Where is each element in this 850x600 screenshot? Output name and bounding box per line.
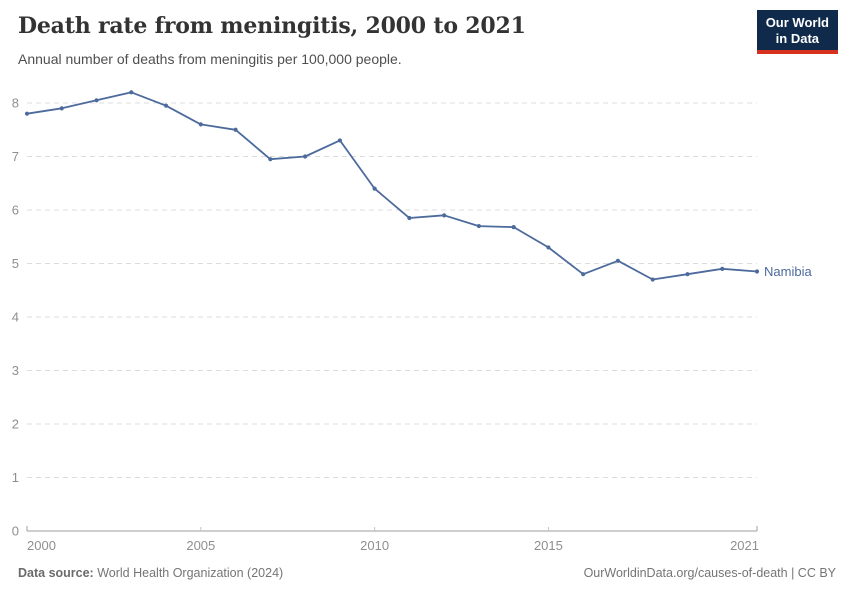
data-point[interactable] [754, 269, 760, 274]
x-tick-label: 2021 [730, 538, 759, 553]
x-tick-label: 2000 [27, 538, 56, 553]
data-point[interactable] [163, 103, 169, 108]
data-point[interactable] [129, 90, 134, 95]
series-line-namibia[interactable] [26, 91, 758, 281]
owid-logo-line2: in Data [775, 31, 820, 46]
data-point[interactable] [198, 122, 203, 127]
data-point[interactable] [59, 106, 64, 111]
x-tick-label: 2015 [534, 538, 563, 553]
y-tick-label: 1 [12, 470, 19, 485]
y-tick-label: 5 [12, 256, 19, 271]
data-source-label: Data source: [18, 566, 94, 580]
y-tick-label: 0 [12, 524, 19, 539]
data-point[interactable] [720, 266, 725, 271]
owid-logo[interactable]: Our World in Data [756, 10, 838, 54]
data-source: Data source: World Health Organization (… [18, 566, 283, 580]
data-source-text: World Health Organization (2024) [97, 566, 284, 580]
y-tick-label: 7 [12, 149, 19, 164]
data-point[interactable] [511, 225, 516, 230]
data-point[interactable] [302, 154, 308, 159]
series-label-namibia[interactable]: Namibia [764, 264, 812, 279]
data-point[interactable] [546, 245, 551, 250]
data-point[interactable] [442, 213, 447, 218]
data-point[interactable] [94, 98, 99, 103]
data-point[interactable] [372, 186, 377, 191]
data-point[interactable] [233, 127, 238, 132]
data-point[interactable] [476, 223, 482, 229]
data-point[interactable] [407, 215, 412, 221]
chart-subtitle: Annual number of deaths from meningitis … [18, 51, 402, 67]
y-tick-label: 6 [12, 203, 19, 218]
chart-footer: Data source: World Health Organization (… [18, 566, 836, 580]
y-tick-label: 4 [12, 310, 19, 325]
data-point[interactable] [615, 258, 621, 263]
data-point[interactable] [685, 272, 690, 277]
chart-title: Death rate from meningitis, 2000 to 2021 [18, 13, 526, 39]
x-tick-label: 2010 [360, 538, 389, 553]
data-point[interactable] [268, 157, 273, 162]
footer-link[interactable]: OurWorldinData.org/causes-of-death | CC … [583, 566, 836, 580]
owid-logo-line1: Our World [765, 15, 829, 30]
y-tick-label: 8 [12, 96, 19, 111]
x-tick-label: 2005 [186, 538, 215, 553]
data-point[interactable] [581, 272, 586, 277]
line-chart[interactable]: 0 1 2 3 4 5 6 7 8 2000 2005 2010 2015 2021 Namibia [0, 85, 850, 560]
y-tick-label: 3 [12, 363, 19, 378]
data-point[interactable] [650, 277, 655, 282]
y-tick-label: 2 [12, 417, 19, 432]
data-point[interactable] [24, 111, 30, 116]
data-point[interactable] [337, 138, 342, 143]
